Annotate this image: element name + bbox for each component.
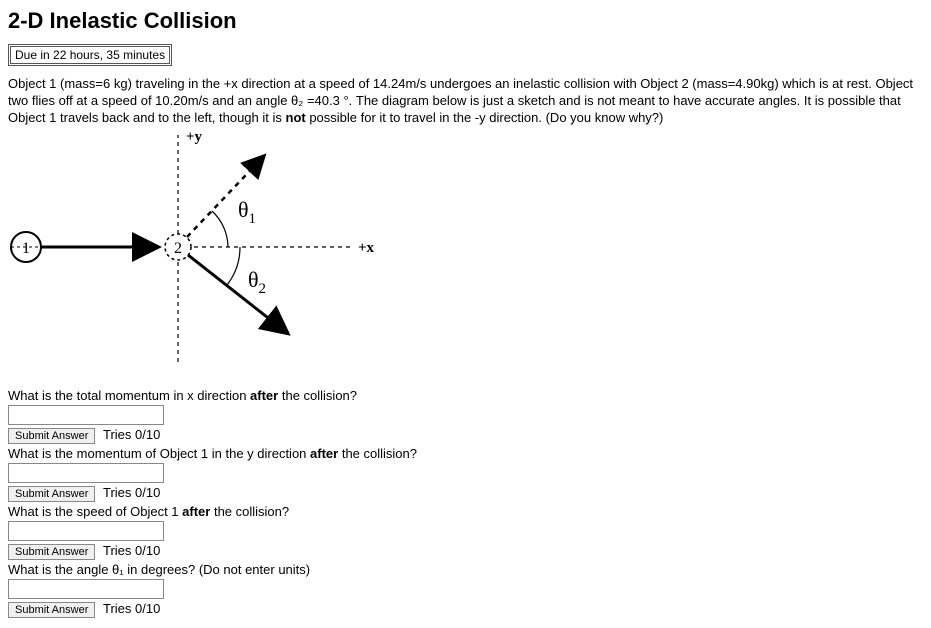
x-axis-label: +x (358, 240, 375, 256)
problem-statement: Object 1 (mass=6 kg) traveling in the +x… (8, 76, 923, 127)
question-4: What is the angle θ₁ in degrees? (Do not… (8, 562, 923, 577)
object1-label: 1 (22, 240, 30, 257)
tries-2: Tries 0/10 (103, 485, 160, 500)
theta2-label: θ2 (248, 267, 266, 297)
tries-1: Tries 0/10 (103, 427, 160, 442)
answer-input-4[interactable] (8, 579, 164, 599)
tries-4: Tries 0/10 (103, 601, 160, 616)
tries-3: Tries 0/10 (103, 543, 160, 558)
due-box: Due in 22 hours, 35 minutes (8, 44, 172, 66)
submit-button-3[interactable]: Submit Answer (8, 544, 95, 560)
submit-button-1[interactable]: Submit Answer (8, 428, 95, 444)
question-2: What is the momentum of Object 1 in the … (8, 446, 923, 461)
submit-button-2[interactable]: Submit Answer (8, 486, 95, 502)
question-3: What is the speed of Object 1 after the … (8, 504, 923, 519)
submit-button-4[interactable]: Submit Answer (8, 602, 95, 618)
object2-label: 2 (174, 240, 182, 257)
answer-input-1[interactable] (8, 405, 164, 425)
answer-input-2[interactable] (8, 463, 164, 483)
y-axis-label: +y (186, 129, 203, 145)
collision-diagram: +y +x 1 2 θ1 θ2 (8, 127, 923, 380)
answer-input-3[interactable] (8, 521, 164, 541)
page-title: 2-D Inelastic Collision (8, 8, 923, 34)
theta1-label: θ1 (238, 197, 256, 227)
question-1: What is the total momentum in x directio… (8, 388, 923, 403)
